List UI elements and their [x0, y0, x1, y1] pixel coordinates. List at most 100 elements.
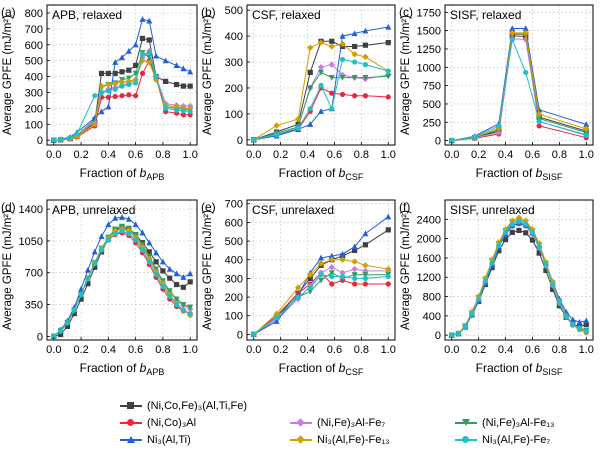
y-tick-label: 300 [25, 88, 43, 100]
data-point-s4 [583, 317, 590, 324]
data-point-s0 [58, 331, 64, 338]
data-point-s6 [516, 218, 522, 224]
data-point-s3 [339, 74, 346, 81]
data-point-s4 [146, 17, 153, 24]
data-point-s0 [187, 83, 193, 89]
data-point-s6 [550, 281, 556, 288]
data-point-s6 [295, 294, 301, 300]
data-point-s3 [187, 304, 194, 311]
data-point-s4 [318, 108, 324, 114]
data-point-s6 [523, 221, 529, 227]
data-point-s6 [160, 283, 166, 289]
y-tick-label: 100 [225, 311, 243, 323]
data-point-s4 [522, 25, 529, 32]
legend-label: Ni₃(Al,Fe)-Fe₇ [482, 434, 551, 446]
data-point-s4 [318, 254, 324, 261]
y-tick-label: 350 [25, 300, 43, 312]
panel-title: CSF, unrelaxed [252, 203, 334, 217]
data-point-s4 [307, 121, 314, 127]
data-point-s3 [351, 272, 358, 278]
x-tick-label: 0.4 [300, 344, 315, 356]
y-tick-label: 1400 [19, 204, 43, 216]
x-tick-label: 0.8 [354, 149, 369, 161]
data-point-s2 [351, 265, 358, 273]
data-point-s4 [153, 52, 160, 59]
data-point-s4 [146, 239, 153, 246]
series-line-s5 [253, 42, 389, 141]
data-point-s0 [163, 78, 169, 84]
data-point-s4 [105, 221, 112, 228]
y-tick-label: 0 [435, 136, 441, 148]
series-line-s5 [53, 228, 191, 337]
data-point-s6 [51, 333, 57, 339]
data-point-s1 [119, 93, 125, 99]
data-point-s6 [318, 272, 324, 278]
x-tick-label: 0.4 [498, 149, 513, 161]
data-point-s1 [385, 281, 391, 287]
data-point-s4 [112, 214, 119, 221]
data-point-s6 [251, 331, 257, 337]
y-tick-label: 1250 [417, 44, 441, 56]
legend-swatch-marker [462, 419, 470, 426]
y-tick-label: 1200 [417, 272, 441, 284]
y-axis-label: Average GPFE (mJ/m²) [400, 15, 412, 135]
y-tick-label: 1600 [417, 253, 441, 265]
y-axis-label: Average GPFE (mJ/m²) [2, 210, 14, 330]
data-point-s0 [173, 81, 180, 88]
data-point-s6 [74, 131, 80, 137]
data-point-s0 [92, 264, 98, 270]
x-tick-label: 0.0 [246, 344, 261, 356]
y-tick-label: 500 [225, 236, 243, 248]
data-point-s6 [536, 118, 542, 125]
data-point-s6 [496, 123, 502, 129]
data-point-s1 [139, 70, 146, 77]
y-tick-label: 200 [225, 292, 243, 304]
data-point-s4 [139, 229, 146, 236]
data-point-s1 [339, 91, 346, 98]
series-line-s0 [253, 40, 389, 141]
data-point-s1 [329, 281, 335, 287]
data-point-s0 [307, 275, 313, 281]
data-point-s6 [58, 328, 64, 334]
data-point-s4 [98, 108, 105, 115]
data-point-s0 [64, 323, 71, 329]
series-line-s3 [253, 71, 389, 141]
data-point-s4 [159, 258, 166, 265]
data-point-s1 [362, 281, 368, 287]
data-point-s4 [583, 121, 590, 128]
series-line-s5 [253, 259, 389, 335]
panel-title: APB, unrelaxed [52, 203, 135, 217]
data-point-s6 [570, 321, 576, 328]
data-point-s5 [328, 256, 335, 263]
data-point-s5 [317, 39, 325, 46]
panel-title: SISF, relaxed [450, 8, 521, 22]
x-tick-label: 0.2 [273, 149, 288, 161]
data-point-s6 [139, 51, 146, 57]
y-tick-label: 800 [423, 292, 441, 304]
y-tick-label: 1000 [417, 62, 441, 74]
x-tick-label: 0.4 [101, 149, 116, 161]
y-axis-label: Average GPFE (mJ/m²) [202, 15, 214, 135]
y-tick-label: 0 [435, 330, 441, 342]
data-point-s1 [112, 93, 118, 100]
data-point-s0 [352, 43, 358, 50]
x-axis-label: Fraction of bSISF [476, 166, 563, 182]
series-line-s4 [451, 28, 587, 142]
data-point-s6 [307, 106, 313, 112]
data-point-s5 [294, 284, 302, 291]
data-point-s4 [385, 23, 392, 30]
data-point-s6 [85, 276, 91, 282]
data-point-s6 [462, 323, 468, 330]
y-tick-label: 500 [225, 5, 243, 17]
plot-frame [444, 4, 594, 146]
y-tick-label: 800 [25, 8, 43, 20]
data-point-s6 [67, 135, 73, 141]
plot-frame [444, 199, 594, 341]
data-point-s6 [133, 237, 139, 243]
data-point-s0 [385, 227, 391, 233]
data-point-s0 [167, 275, 173, 281]
data-point-s6 [51, 137, 57, 143]
data-point-s4 [173, 270, 180, 277]
data-point-s0 [496, 248, 502, 254]
y-tick-label: 750 [423, 81, 441, 93]
